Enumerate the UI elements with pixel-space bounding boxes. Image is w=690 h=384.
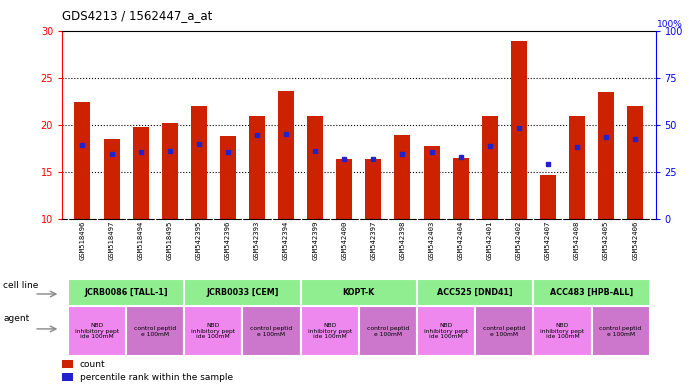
Bar: [104, 139, 119, 219]
Bar: [424, 146, 440, 219]
Text: control peptid
e 100mM: control peptid e 100mM: [483, 326, 525, 337]
Text: 100%: 100%: [657, 20, 683, 29]
Text: GSM542401: GSM542401: [486, 221, 493, 260]
Bar: [242, 306, 301, 356]
Bar: [161, 123, 178, 219]
Bar: [301, 279, 417, 306]
Bar: [533, 306, 591, 356]
Bar: [191, 106, 207, 219]
Text: GSM542405: GSM542405: [603, 221, 609, 260]
Text: GSM518496: GSM518496: [79, 221, 86, 260]
Bar: [365, 159, 382, 219]
Text: GSM542394: GSM542394: [283, 221, 289, 260]
Text: cell line: cell line: [3, 281, 39, 290]
Bar: [62, 360, 72, 368]
Text: KOPT-K: KOPT-K: [343, 288, 375, 297]
Bar: [132, 127, 148, 219]
Bar: [301, 306, 359, 356]
Text: JCRB0033 [CEM]: JCRB0033 [CEM]: [206, 288, 279, 297]
Text: GSM542404: GSM542404: [457, 221, 464, 260]
Text: GSM542403: GSM542403: [428, 221, 435, 260]
Bar: [453, 158, 469, 219]
Text: GSM542400: GSM542400: [342, 221, 347, 260]
Text: GSM542398: GSM542398: [400, 221, 406, 260]
Bar: [598, 92, 614, 219]
Text: GDS4213 / 1562447_a_at: GDS4213 / 1562447_a_at: [62, 9, 213, 22]
Text: GSM542395: GSM542395: [196, 221, 201, 260]
Text: control peptid
e 100mM: control peptid e 100mM: [367, 326, 409, 337]
Bar: [540, 175, 556, 219]
Text: GSM542402: GSM542402: [516, 221, 522, 260]
Bar: [482, 116, 497, 219]
Bar: [417, 306, 475, 356]
Text: NBD
inhibitory pept
ide 100mM: NBD inhibitory pept ide 100mM: [75, 323, 119, 339]
Text: GSM518497: GSM518497: [108, 221, 115, 260]
Bar: [68, 279, 184, 306]
Text: percentile rank within the sample: percentile rank within the sample: [80, 373, 233, 382]
Bar: [249, 116, 265, 219]
Bar: [533, 279, 650, 306]
Text: ACC525 [DND41]: ACC525 [DND41]: [437, 288, 513, 297]
Text: control peptid
e 100mM: control peptid e 100mM: [250, 326, 293, 337]
Text: GSM542393: GSM542393: [254, 221, 260, 260]
Bar: [475, 306, 533, 356]
Text: control peptid
e 100mM: control peptid e 100mM: [600, 326, 642, 337]
Bar: [591, 306, 650, 356]
Text: NBD
inhibitory pept
ide 100mM: NBD inhibitory pept ide 100mM: [424, 323, 468, 339]
Text: GSM542406: GSM542406: [632, 221, 638, 260]
Bar: [220, 136, 236, 219]
Bar: [336, 159, 353, 219]
Bar: [278, 91, 294, 219]
Text: GSM542407: GSM542407: [545, 221, 551, 260]
Bar: [184, 279, 301, 306]
Text: GSM542399: GSM542399: [312, 221, 318, 260]
Text: GSM518494: GSM518494: [137, 221, 144, 260]
Bar: [511, 41, 526, 219]
Text: GSM542408: GSM542408: [574, 221, 580, 260]
Bar: [417, 279, 533, 306]
Bar: [359, 306, 417, 356]
Bar: [75, 102, 90, 219]
Bar: [627, 106, 643, 219]
Text: GSM542396: GSM542396: [225, 221, 231, 260]
Text: GSM518495: GSM518495: [167, 221, 172, 260]
Bar: [62, 374, 72, 381]
Bar: [307, 116, 323, 219]
Bar: [569, 116, 585, 219]
Text: count: count: [80, 359, 106, 369]
Bar: [184, 306, 242, 356]
Bar: [126, 306, 184, 356]
Text: NBD
inhibitory pept
ide 100mM: NBD inhibitory pept ide 100mM: [191, 323, 235, 339]
Text: control peptid
e 100mM: control peptid e 100mM: [134, 326, 177, 337]
Text: NBD
inhibitory pept
ide 100mM: NBD inhibitory pept ide 100mM: [308, 323, 352, 339]
Text: agent: agent: [3, 314, 30, 323]
Bar: [68, 306, 126, 356]
Text: ACC483 [HPB-ALL]: ACC483 [HPB-ALL]: [550, 288, 633, 297]
Text: GSM542397: GSM542397: [371, 221, 376, 260]
Text: JCRB0086 [TALL-1]: JCRB0086 [TALL-1]: [84, 288, 168, 297]
Bar: [395, 135, 411, 219]
Text: NBD
inhibitory pept
ide 100mM: NBD inhibitory pept ide 100mM: [540, 323, 584, 339]
